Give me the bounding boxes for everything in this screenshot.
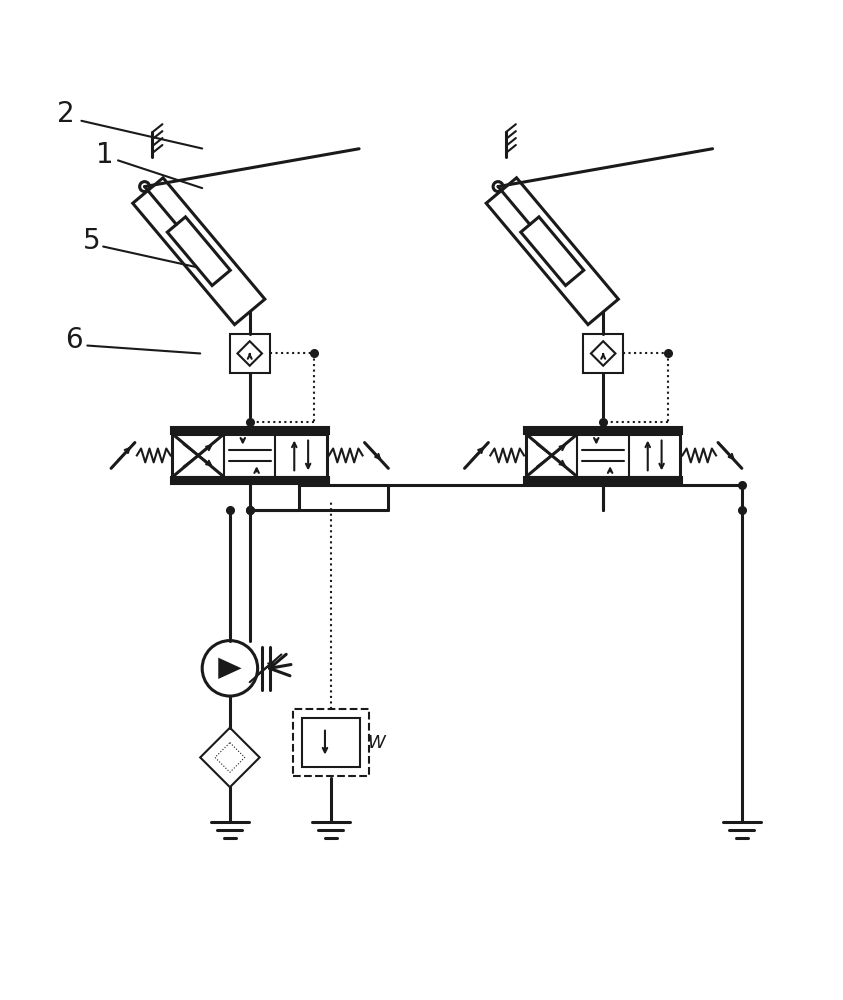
Bar <box>230 334 270 373</box>
Bar <box>583 334 623 373</box>
Text: 2: 2 <box>56 100 74 128</box>
Bar <box>524 427 682 434</box>
Text: W: W <box>368 734 385 752</box>
Text: 6: 6 <box>65 326 83 354</box>
Bar <box>526 434 680 477</box>
Bar <box>293 709 368 776</box>
Text: 1: 1 <box>96 141 114 169</box>
Polygon shape <box>218 658 242 679</box>
Bar <box>302 718 360 767</box>
Bar <box>173 434 327 477</box>
Bar <box>170 427 329 434</box>
Text: 5: 5 <box>83 227 100 255</box>
Bar <box>524 477 682 484</box>
Bar <box>170 477 329 484</box>
